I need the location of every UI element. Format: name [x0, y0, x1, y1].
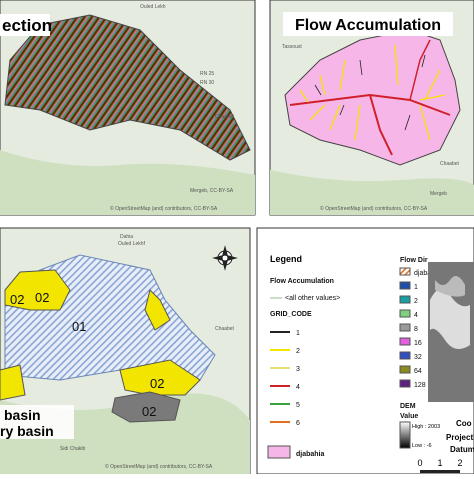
- legend-swatch: [399, 379, 411, 388]
- sub-basin-map: 02 01 02 02 02 basin ry basin Dahia Oule…: [0, 227, 251, 475]
- legend-label: Low : -6: [412, 443, 432, 449]
- legend-swatch: [399, 365, 411, 374]
- legend-label: 1: [296, 330, 300, 337]
- legend-swatch: [399, 281, 411, 290]
- note: Projection: [446, 433, 474, 442]
- map-label: RN 30: [200, 80, 214, 86]
- legend-label: 1: [414, 284, 418, 291]
- caption: ry basin: [0, 423, 54, 439]
- legend-label: djabahia: [296, 451, 325, 458]
- legend-label: 4: [296, 384, 300, 391]
- legend-label: 32: [414, 354, 422, 361]
- legend-field: GRID_CODE: [270, 311, 312, 318]
- note: Coo: [456, 419, 472, 428]
- legend-layer: Flow Accumulation: [270, 278, 334, 285]
- scale-label: 2: [457, 458, 462, 468]
- legend-label: <all other values>: [285, 295, 340, 302]
- legend-swatch: [399, 337, 411, 346]
- legend-title: Legend: [270, 254, 302, 264]
- legend-swatch: [399, 295, 411, 304]
- legend-label: 3: [296, 366, 300, 373]
- map-label: Dahia: [120, 234, 133, 240]
- flow-direction-map: ection RN 25 RN 30 Chaabet Mergeb, CC-BY…: [0, 0, 256, 216]
- legend: Legend Flow Accumulation <all other valu…: [256, 227, 474, 475]
- zone-label: 02: [142, 404, 156, 419]
- zone-label: 01: [72, 319, 86, 334]
- scale-label: 0: [417, 458, 422, 468]
- map-label: Ouled Lekhf: [118, 241, 146, 247]
- legend-swatch: [399, 351, 411, 360]
- map-label: © OpenStreetMap (and) contributors, CC-B…: [105, 463, 213, 470]
- zone-label: 02: [10, 292, 24, 307]
- map-label: © OpenStreetMap (and) contributors, CC-B…: [320, 205, 428, 212]
- legend-label: 5: [296, 402, 300, 409]
- legend-label: 2: [414, 298, 418, 305]
- legend-label: 64: [414, 368, 422, 375]
- legend-swatch: [399, 267, 411, 276]
- legend-label: 6: [296, 420, 300, 427]
- legend-swatch: [267, 445, 291, 459]
- map-label: RN 25: [200, 71, 214, 77]
- flow-accumulation-map: Flow Accumulation Tassoust Chaabet Merge…: [269, 0, 474, 216]
- legend-label: 2: [296, 348, 300, 355]
- legend-label: 4: [414, 312, 418, 319]
- legend-field: Value: [400, 413, 418, 420]
- map-label: Mergeb: [430, 191, 447, 197]
- legend-label: 16: [414, 340, 422, 347]
- map-label: Mergeb, CC-BY-SA: [190, 188, 234, 194]
- legend-label: djabahia: [414, 270, 441, 277]
- note: Datum: [450, 445, 474, 454]
- map-label: Sidi Chakib: [60, 446, 86, 452]
- legend-title: Flow Dir: [400, 257, 428, 264]
- map-label: Chaabet: [215, 326, 235, 332]
- panel-title: Flow Accumulation: [295, 17, 441, 34]
- legend-swatch: [399, 323, 411, 332]
- map-label: © OpenStreetMap (and) contributors, CC-B…: [110, 205, 218, 212]
- scale-label: 1: [437, 458, 442, 468]
- map-label: Tassoust: [282, 44, 302, 50]
- map-label: Ouled Lekh: [140, 4, 166, 10]
- legend-label: High : 2003: [412, 424, 440, 430]
- panel-title: ection: [2, 16, 52, 35]
- legend-label: 128: [414, 382, 426, 389]
- map-label: Chaabet: [440, 161, 460, 167]
- caption: basin: [4, 407, 41, 423]
- legend-label: 8: [414, 326, 418, 333]
- legend-swatch: [399, 309, 411, 318]
- legend-title: DEM: [400, 403, 416, 410]
- map-label: Chaabet: [215, 114, 235, 120]
- dem-ramp: [399, 421, 411, 449]
- zone-label: 02: [35, 290, 49, 305]
- zone-label: 02: [150, 376, 164, 391]
